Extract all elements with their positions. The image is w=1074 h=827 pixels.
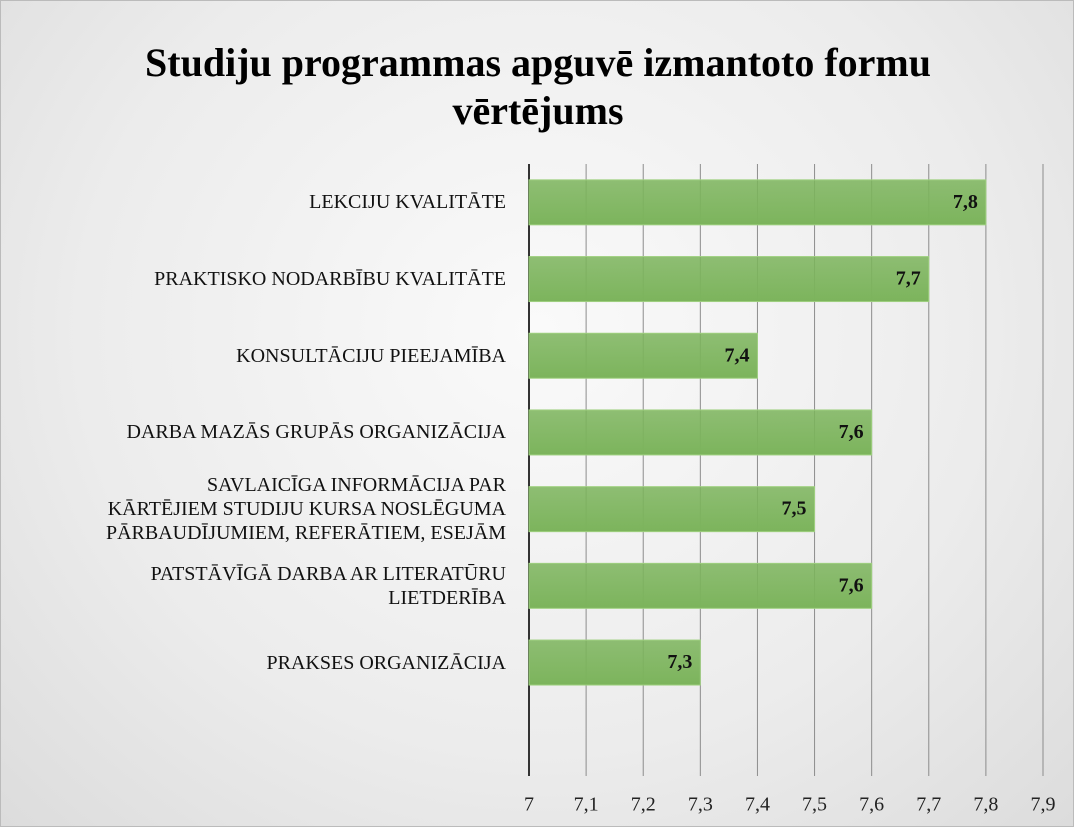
x-tick-label: 7,2 [631, 794, 656, 816]
x-tick-label: 7,5 [802, 794, 827, 816]
x-tick-label: 7,9 [1031, 794, 1056, 816]
x-tick-label: 7,7 [916, 794, 941, 816]
x-tick-label: 7,3 [688, 794, 713, 816]
data-label: 7,6 [839, 574, 864, 596]
x-tick-label: 7,1 [574, 794, 599, 816]
bar [528, 562, 873, 609]
bar [528, 332, 758, 379]
x-tick-label: 7,8 [973, 794, 998, 816]
bar [528, 179, 987, 226]
y-tick-label: DARBA MAZĀS GRUPĀS ORGANIZĀCIJA [126, 421, 507, 444]
data-label: 7,8 [953, 191, 978, 213]
data-label: 7,5 [782, 498, 807, 520]
y-tick-label: LEKCIJU KVALITĀTE [309, 191, 506, 214]
data-label: 7,6 [839, 421, 864, 443]
y-tick-label: PATSTĀVĪGĀ DARBA AR LITERATŪRU LIETDERĪB… [150, 562, 506, 609]
bar [528, 486, 816, 533]
x-tick-label: 7,4 [745, 794, 770, 816]
x-tick-label: 7 [524, 794, 534, 816]
data-label: 7,4 [724, 344, 749, 366]
bar [528, 256, 930, 303]
chart-title: Studiju programmas apguvē izmantoto form… [145, 40, 931, 133]
y-tick-label: SAVLAICĪGA INFORMĀCIJA PAR KĀRTĒJIEM STU… [105, 474, 506, 545]
y-tick-label: PRAKTISKO NODARBĪBU KVALITĀTE [154, 268, 506, 291]
bar [528, 639, 701, 686]
x-tick-label: 7,6 [859, 794, 884, 816]
data-label: 7,7 [896, 268, 921, 290]
y-tick-label: PRAKSES ORGANIZĀCIJA [266, 651, 506, 674]
bar [528, 409, 873, 456]
data-label: 7,3 [667, 651, 692, 673]
y-tick-label: KONSULTĀCIJU PIEEJAMĪBA [236, 344, 506, 367]
